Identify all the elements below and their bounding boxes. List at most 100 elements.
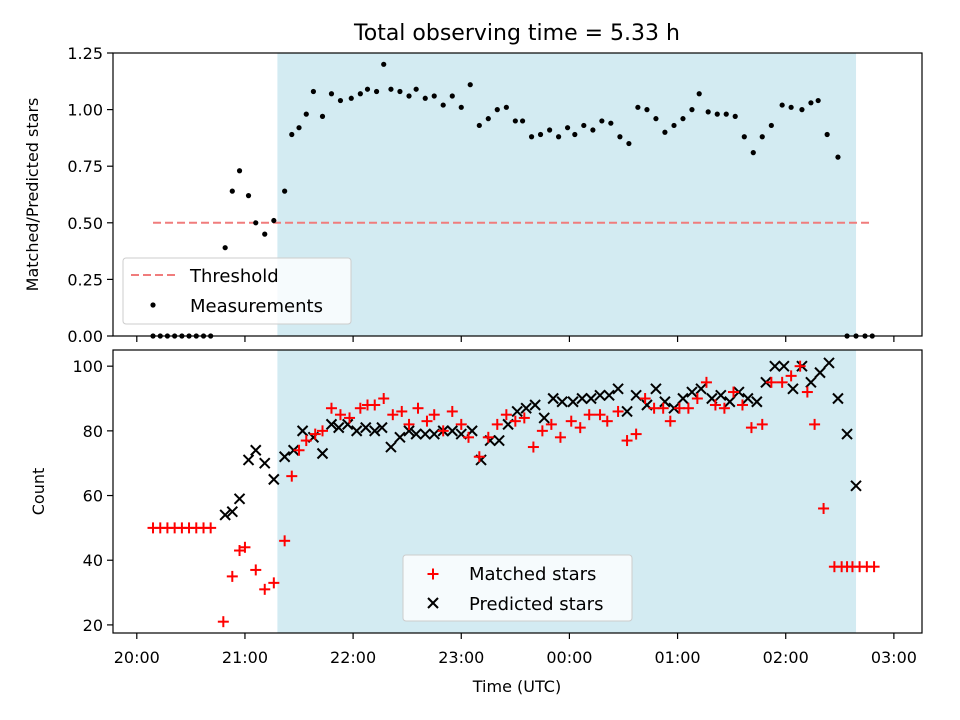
measurement-point [653, 116, 659, 122]
matched-point [250, 564, 262, 576]
matched-point [268, 577, 280, 589]
matched-point [536, 425, 548, 437]
predicted-point [325, 418, 338, 431]
measurement-point [759, 134, 765, 140]
measurement-point [406, 93, 412, 99]
measurement-point [537, 131, 544, 138]
predicted-stars-points [219, 357, 862, 521]
bottom-ylabel: Count [29, 468, 48, 516]
predicted-point [715, 389, 727, 401]
matched-point [727, 386, 739, 398]
bottom-ytick-label: 100 [72, 357, 103, 376]
predicted-point [511, 405, 523, 418]
matched-point [412, 402, 424, 414]
matched-point [354, 402, 366, 414]
matched-point [455, 418, 467, 430]
measurement-point [328, 91, 335, 97]
measurement-point [635, 104, 641, 110]
predicted-point [650, 383, 662, 395]
matched-point [239, 541, 251, 553]
measurement-point [245, 193, 252, 199]
bottom-axes-frame [112, 349, 923, 634]
predicted-point [410, 428, 422, 440]
matched-point [691, 393, 703, 405]
matched-point [718, 402, 730, 414]
measurement-point [555, 134, 562, 140]
matched-point [639, 393, 651, 405]
bottom-xtick-label: 00:00 [546, 648, 592, 667]
predicted-point [695, 383, 707, 395]
predicted-point [612, 383, 624, 395]
top-ytick-label: 0.25 [67, 270, 103, 289]
measurement-point [282, 188, 288, 194]
bottom-ytick-label: 40 [83, 551, 103, 570]
predicted-point [403, 425, 415, 437]
predicted-point [769, 360, 781, 372]
bottom-ytick-label: 80 [83, 422, 103, 441]
bottom-axis-ticks: 20 40 60 80 100 20:00 21:00 22:00 23:00 00:00 01:0… [72, 357, 916, 667]
matched-point [745, 422, 757, 434]
matched-point [630, 428, 642, 440]
measurement-point [440, 102, 446, 108]
top-legend-box [122, 257, 352, 325]
matched-point [545, 418, 557, 430]
bottom-xtick-label: 20:00 [114, 648, 160, 667]
measurement-point [723, 111, 729, 117]
matched-point [387, 409, 399, 421]
measurement-point [357, 91, 363, 97]
measurement-point [494, 107, 500, 113]
measurement-point [364, 86, 371, 92]
predicted-point [259, 457, 271, 469]
predicted-point [841, 428, 853, 440]
predicted-point [369, 425, 381, 437]
top-ytick-label: 1.25 [67, 44, 103, 63]
measurement-point [750, 150, 756, 156]
matched-point [463, 431, 475, 443]
measurement-point [467, 82, 473, 88]
matched-point [509, 415, 521, 427]
measurement-point [779, 102, 785, 108]
matched-point [300, 435, 312, 447]
predicted-point [787, 383, 799, 395]
top-axis-ticks: 0.00 0.25 0.50 0.75 1.00 1.25 [67, 44, 895, 346]
predicted-point [742, 392, 754, 405]
measurement-point [547, 127, 553, 133]
measurement-point [229, 188, 235, 194]
top-panel: 0.00 0.25 0.50 0.75 1.00 1.25 Matched/Predict… [23, 44, 923, 346]
predicted-legend-label: Predicted stars [469, 594, 603, 615]
matched-point [818, 502, 830, 514]
measurement-point [644, 107, 650, 113]
top-ytick-label: 0.00 [67, 327, 103, 346]
matched-point [565, 415, 577, 427]
matched-legend-swatch [427, 568, 439, 580]
bottom-ytick-label: 60 [83, 487, 103, 506]
predicted-legend-swatch [427, 597, 439, 609]
bottom-xtick-label: 23:00 [438, 648, 484, 667]
measurement-point [732, 113, 738, 119]
measurement-point [528, 134, 535, 140]
predicted-point [268, 473, 280, 486]
predicted-point [341, 418, 354, 431]
measurement-point [835, 154, 841, 160]
matched-point [709, 399, 721, 411]
measurement-point [431, 93, 437, 99]
matched-point [482, 431, 494, 443]
measurement-point [271, 217, 277, 224]
measurement-point [262, 231, 268, 237]
matched-point [682, 402, 694, 414]
measurement-point [705, 109, 711, 115]
measurement-point [422, 95, 428, 101]
matched-point [217, 616, 229, 628]
matched-point [785, 370, 797, 382]
top-axes-frame [112, 52, 923, 337]
predicted-point [385, 441, 397, 453]
measurements-legend-label: Measurements [190, 296, 323, 317]
matched-point [446, 405, 458, 417]
predicted-point [603, 389, 615, 401]
predicted-point [419, 428, 431, 440]
bottom-xtick-label: 03:00 [871, 648, 917, 667]
measurement-point [599, 118, 605, 124]
matched-point [794, 360, 806, 372]
matched-point [491, 418, 503, 430]
top-ytick-label: 0.50 [67, 214, 103, 233]
